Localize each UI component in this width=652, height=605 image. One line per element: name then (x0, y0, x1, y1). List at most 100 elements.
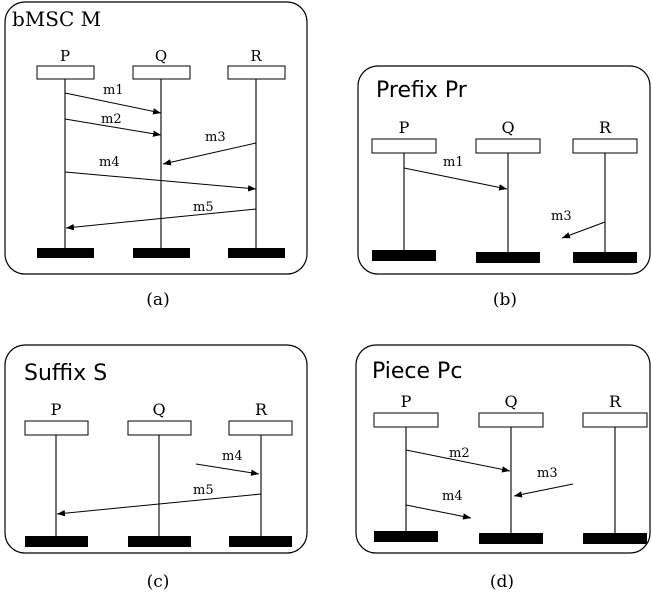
process-label: R (255, 400, 268, 419)
process-end (37, 248, 94, 258)
process-end (25, 536, 88, 547)
process-P: P (373, 392, 439, 542)
process-head (572, 138, 638, 154)
panel-a: bMSC M P Q R m1 m2 m3 (4, 1, 308, 310)
process-label: P (51, 400, 62, 419)
process-label: Q (504, 392, 517, 411)
panel-d-frame (355, 344, 651, 554)
panel-d: Piece Pc P Q R m2 m3 m4 (355, 344, 651, 592)
message-m1: m1 (403, 155, 508, 191)
panel-b-frame (357, 65, 651, 275)
panel-c: Suffix S P Q R m4 m5 (c) (4, 344, 308, 592)
panel-b-title: Prefix Pr (376, 78, 468, 103)
process-end (133, 248, 190, 258)
process-head (227, 65, 286, 80)
message-label: m3 (551, 209, 572, 224)
process-label: P (401, 392, 412, 411)
process-head (478, 412, 544, 428)
panel-a-title: bMSC M (12, 7, 101, 31)
message-arrow (405, 449, 511, 473)
message-label: m1 (443, 155, 464, 170)
panel-b-caption: (b) (493, 290, 517, 310)
message-m3: m3 (513, 466, 574, 498)
process-end (479, 533, 543, 544)
process-end (372, 250, 436, 261)
process-head (24, 420, 89, 436)
message-m3: m3 (162, 130, 257, 166)
message-m4: m4 (195, 449, 260, 476)
process-head (371, 138, 437, 154)
message-arrow (64, 118, 162, 137)
message-m2: m2 (405, 446, 511, 473)
process-end (583, 533, 647, 544)
process-label: R (599, 118, 612, 137)
message-arrow (64, 92, 162, 115)
process-label: P (399, 118, 410, 137)
process-label: Q (155, 47, 167, 65)
panel-a-caption: (a) (146, 290, 169, 310)
message-label: m1 (103, 83, 124, 98)
process-head (132, 65, 191, 80)
process-label: P (60, 47, 70, 65)
process-Q: Q (475, 118, 541, 263)
message-label: m2 (101, 112, 122, 127)
process-head (373, 412, 439, 428)
panel-d-caption: (d) (490, 572, 514, 592)
message-arrow (195, 463, 260, 476)
message-label: m2 (449, 446, 470, 461)
process-head (228, 420, 293, 436)
message-label: m3 (205, 130, 226, 145)
process-end (573, 252, 637, 263)
process-label: R (250, 47, 262, 65)
message-m2: m2 (64, 112, 162, 137)
message-arrow (405, 504, 472, 520)
process-label: R (609, 392, 622, 411)
message-arrow (513, 483, 574, 498)
process-end (228, 248, 285, 258)
message-arrow (65, 208, 257, 231)
process-P: P (24, 400, 89, 547)
message-arrow (56, 493, 262, 517)
message-arrow (561, 221, 606, 239)
message-label: m4 (442, 489, 463, 504)
message-m4: m4 (64, 155, 257, 192)
process-end (229, 536, 292, 547)
process-head (475, 138, 541, 154)
process-end (128, 536, 191, 547)
process-label: Q (501, 118, 514, 137)
process-label: Q (152, 400, 165, 419)
process-P: P (371, 118, 437, 261)
message-label: m4 (222, 449, 243, 464)
message-label: m5 (193, 200, 214, 215)
message-m4: m4 (405, 489, 472, 520)
message-m5: m5 (56, 483, 262, 517)
process-Q: Q (127, 400, 192, 547)
process-head (127, 420, 192, 436)
process-Q: Q (478, 392, 544, 544)
panel-c-title: Suffix S (24, 361, 107, 386)
message-m3: m3 (551, 209, 606, 239)
message-label: m5 (193, 483, 214, 498)
process-R: R (227, 47, 286, 258)
process-end (374, 531, 438, 542)
process-end (476, 252, 540, 263)
message-arrow (64, 171, 257, 192)
message-label: m4 (99, 155, 120, 170)
process-Q: Q (132, 47, 191, 258)
process-head (36, 65, 95, 80)
process-R: R (572, 118, 638, 263)
process-R: R (228, 400, 293, 547)
panel-c-caption: (c) (147, 572, 170, 592)
message-arrow (403, 167, 508, 191)
panel-d-title: Piece Pc (372, 359, 462, 384)
process-R: R (582, 392, 648, 544)
process-P: P (36, 47, 95, 258)
panel-a-frame (4, 1, 308, 275)
panel-c-frame (4, 344, 308, 554)
message-label: m3 (537, 466, 558, 481)
message-arrow (162, 142, 257, 166)
panel-b: Prefix Pr P Q R m1 m3 (b) (357, 65, 651, 310)
message-m5: m5 (65, 200, 257, 231)
process-head (582, 412, 648, 428)
